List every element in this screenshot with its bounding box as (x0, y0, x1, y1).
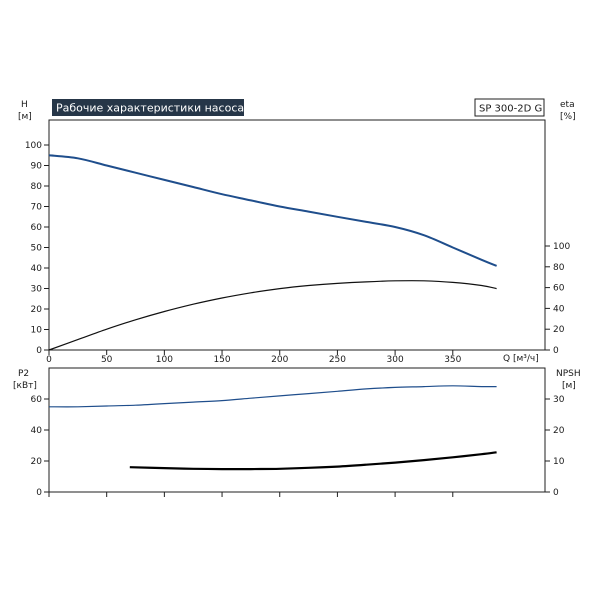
p2-tick-label: 0 (36, 488, 42, 498)
eta-tick-label: 60 (553, 284, 565, 294)
eta-tick-label: 40 (553, 304, 565, 314)
h-tick-label: 50 (31, 244, 43, 254)
h-tick-label: 20 (31, 305, 43, 315)
h-tick-label: 80 (31, 182, 43, 192)
eta-tick-label: 80 (553, 263, 565, 273)
x-tick-label: 350 (444, 355, 461, 365)
eta-tick-label: 0 (553, 346, 559, 356)
npsh-tick-label: 20 (553, 426, 565, 436)
x-tick-label: 250 (329, 355, 346, 365)
top-left-axis-label-line1: H (21, 100, 28, 110)
p2-tick-label: 60 (31, 395, 43, 405)
top-left-axis-label-line2: [м] (18, 112, 32, 122)
eta-tick-label: 20 (553, 325, 565, 335)
h-tick-label: 30 (31, 285, 43, 295)
top-right-axis-label-line2: [%] (560, 112, 576, 122)
ticks-layer: 0 50 100 150 200 250 300 3500102030405060708090… (25, 141, 571, 498)
bottom-right-axis-label-line2: [м] (562, 381, 576, 391)
p2-curve (48, 385, 497, 408)
chart-title: Рабочие характеристики насоса (56, 102, 244, 115)
npsh-tick-label: 10 (553, 457, 565, 467)
head-curve (48, 154, 497, 267)
x-tick-label: 150 (213, 355, 230, 365)
x-tick-label: 200 (271, 355, 288, 365)
h-tick-label: 90 (31, 162, 43, 172)
eta-curve (48, 280, 497, 351)
h-tick-label: 60 (31, 223, 43, 233)
h-tick-label: 0 (36, 346, 42, 356)
h-tick-label: 100 (25, 141, 42, 151)
h-tick-label: 10 (31, 326, 43, 336)
npsh-curve (129, 451, 497, 471)
p2-tick-label: 20 (31, 457, 43, 467)
chart-title-background (52, 99, 244, 116)
p2-tick-label: 40 (31, 426, 43, 436)
model-label-box (474, 98, 545, 117)
bottom-right-axis-label-line1: NPSH (556, 369, 581, 379)
npsh-tick-label: 30 (553, 395, 565, 405)
h-tick-label: 40 (31, 264, 43, 274)
npsh-tick-label: 0 (553, 488, 559, 498)
bottom-left-axis-label-line1: P2 (18, 369, 29, 379)
h-tick-label: 70 (31, 203, 43, 213)
top-panel-frame (48, 119, 546, 351)
x-tick-label: 0 (46, 355, 52, 365)
x-tick-label: 50 (101, 355, 113, 365)
bottom-left-axis-label-line2: [кВт] (13, 381, 37, 391)
x-tick-label: 300 (387, 355, 404, 365)
model-label: SP 300-2D G (479, 104, 542, 115)
eta-tick-label: 100 (553, 242, 570, 252)
x-axis-label: Q [м³/ч] (503, 354, 539, 364)
curves-layer (48, 154, 497, 471)
top-right-axis-label-line1: eta (560, 100, 575, 110)
x-tick-label: 100 (156, 355, 173, 365)
